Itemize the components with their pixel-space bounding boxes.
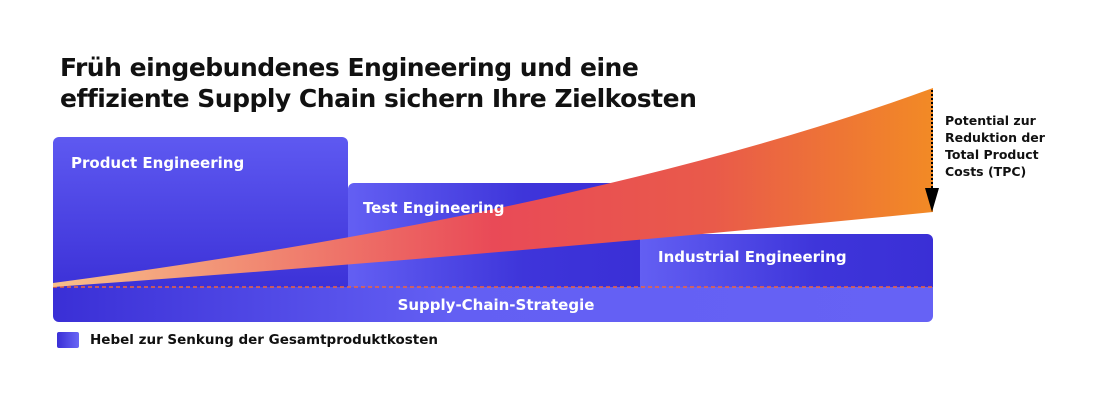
phase-label: Product Engineering xyxy=(71,154,244,172)
potential-note: Potential zur Reduktion der Total Produc… xyxy=(945,113,1045,179)
phase-label: Industrial Engineering xyxy=(658,248,847,266)
phase-label: Test Engineering xyxy=(363,199,505,217)
cost-potential-wedge xyxy=(53,88,933,287)
legend: Hebel zur Senkung der Gesamtproduktkoste… xyxy=(57,332,438,348)
phase-industrial-engineering xyxy=(640,234,933,297)
legend-label: Hebel zur Senkung der Gesamtproduktkoste… xyxy=(90,332,439,348)
base-label: Supply-Chain-Strategie xyxy=(398,296,595,314)
page-title: Früh eingebundenes Engineering und eine … xyxy=(60,53,697,113)
arrow-down-icon xyxy=(925,188,939,212)
legend-swatch xyxy=(57,332,79,348)
